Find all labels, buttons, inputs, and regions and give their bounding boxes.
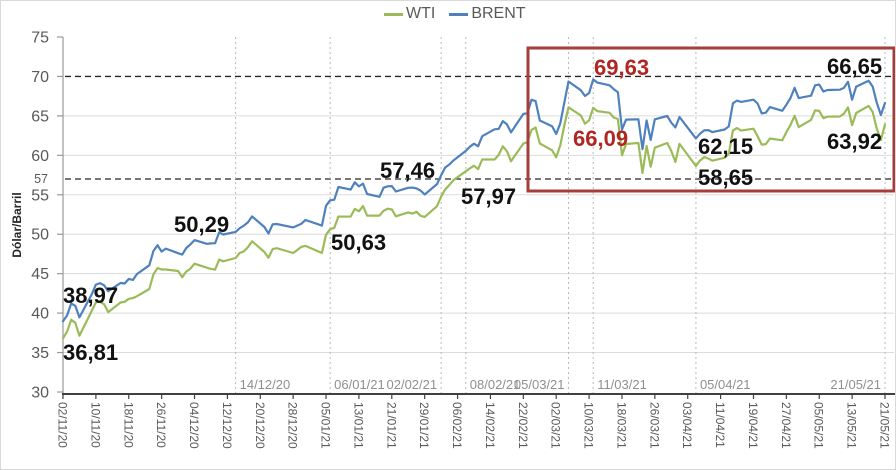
y-tick-label: 75 (31, 30, 49, 47)
x-tick-label: 26/11/20 (154, 402, 168, 448)
x-tick-label: 21/01/21 (384, 402, 398, 449)
x-tick-label: 13/01/21 (351, 402, 365, 449)
y-tick-label-57: 57 (34, 172, 48, 186)
x-tick-label: 02/11/20 (56, 402, 70, 448)
milestone-label: 11/03/21 (597, 377, 647, 392)
x-tick-label: 05/05/21 (812, 402, 826, 449)
price-annotation: 36,81 (63, 340, 118, 365)
legend-label-wti: WTI (406, 5, 436, 22)
x-tick-label: 14/02/21 (483, 402, 497, 449)
price-annotation: 38,97 (63, 283, 118, 308)
wti-line (61, 104, 887, 340)
price-annotation: 66,65 (827, 54, 882, 79)
price-annotation: 50,29 (174, 212, 229, 237)
legend-label-brent: BRENT (471, 5, 526, 22)
y-tick-label: 30 (31, 385, 49, 402)
price-annotation: 50,63 (331, 230, 386, 255)
x-tick-label: 19/04/21 (746, 402, 760, 449)
milestone-label: 06/01/21 (334, 377, 385, 392)
price-annotation: 63,92 (827, 129, 882, 154)
x-tick-label: 06/02/21 (450, 402, 464, 449)
legend-item-brent: BRENT (449, 5, 526, 23)
x-tick-label: 18/03/21 (614, 402, 628, 449)
x-tick-label: 10/03/21 (582, 402, 596, 449)
price-annotation: 58,65 (698, 165, 753, 190)
wti-line-swatch (384, 12, 403, 16)
y-tick-label: 55 (31, 187, 49, 204)
brent-line-swatch (449, 12, 469, 16)
price-annotation: 66,09 (573, 126, 628, 151)
y-tick-label: 40 (31, 306, 49, 323)
price-annotation: 62,15 (698, 134, 753, 159)
x-tick-label: 27/04/21 (779, 402, 793, 449)
milestone-label: 14/12/20 (240, 377, 291, 392)
x-tick-label: 22/02/21 (516, 402, 530, 449)
y-tick-label: 45 (31, 266, 49, 283)
x-tick-label: 20/12/20 (253, 402, 267, 449)
highlight-box (526, 46, 895, 193)
legend-item-wti: WTI (384, 5, 435, 23)
y-tick-label: 65 (31, 108, 49, 125)
y-tick-label: 50 (31, 227, 49, 244)
price-annotation: 57,97 (461, 184, 516, 209)
milestone-label: 08/02/21 (470, 377, 521, 392)
brent-line (61, 78, 887, 323)
y-tick-label: 60 (31, 148, 49, 165)
chart-legend: WTI BRENT (384, 5, 526, 23)
milestone-label: 05/04/21 (700, 377, 751, 392)
x-tick-label: 05/01/21 (319, 402, 333, 449)
x-tick-label: 13/05/21 (845, 402, 859, 449)
x-tick-label: 10/11/20 (88, 402, 102, 448)
x-tick-label: 04/12/20 (187, 402, 201, 449)
x-tick-label: 11/04/21 (713, 402, 727, 448)
x-tick-label: 29/01/21 (417, 402, 431, 449)
price-annotation: 69,63 (594, 55, 649, 80)
y-tick-label: 70 (31, 69, 49, 86)
milestone-label: 02/02/21 (387, 377, 438, 392)
x-tick-label: 02/03/21 (549, 402, 563, 449)
x-tick-label: 12/12/20 (220, 402, 234, 449)
price-annotation: 57,46 (380, 158, 435, 183)
x-tick-label: 21/05/21 (878, 402, 892, 449)
y-tick-label: 35 (31, 345, 49, 362)
milestone-label: 21/05/21 (830, 377, 881, 392)
x-tick-label: 28/12/20 (286, 402, 300, 449)
milestone-label: 05/03/21 (514, 377, 565, 392)
x-tick-label: 18/11/20 (121, 402, 135, 448)
x-tick-label: 26/03/21 (647, 402, 661, 449)
x-tick-label: 03/04/21 (680, 402, 694, 449)
